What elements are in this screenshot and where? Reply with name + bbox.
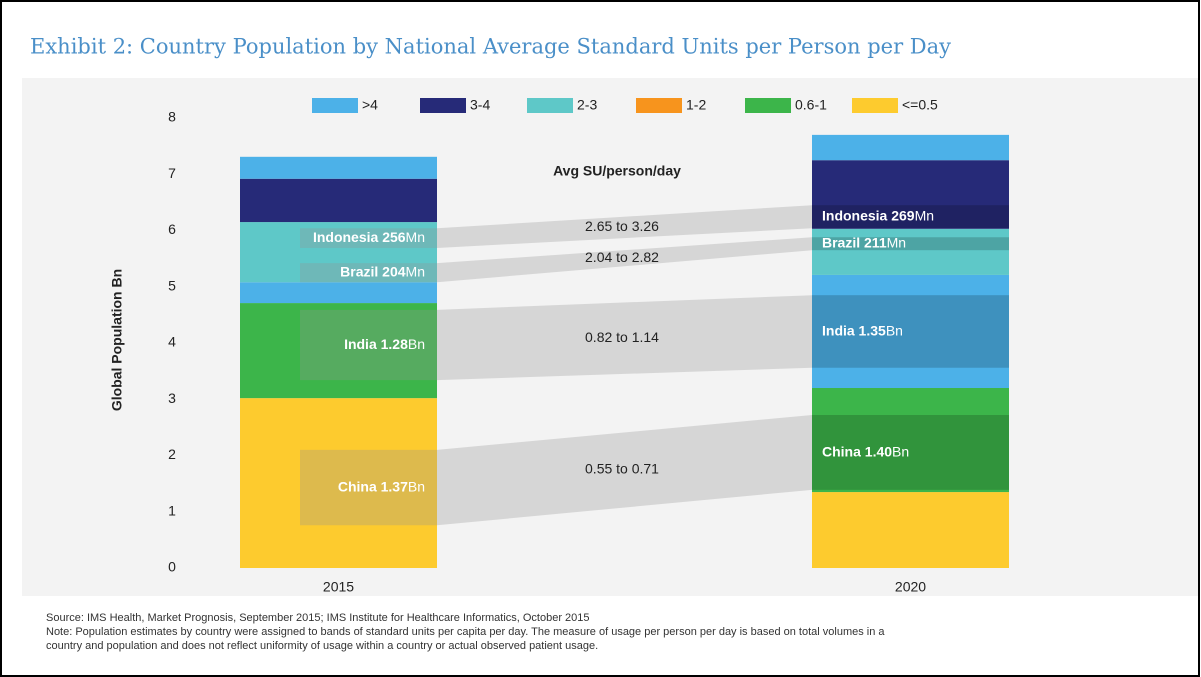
country-name: Brazil 204 — [340, 263, 406, 279]
legend-label: <=0.5 — [902, 97, 938, 113]
country-shade — [812, 237, 1009, 251]
y-tick-label: 0 — [168, 559, 176, 575]
legend-label: 0.6-1 — [795, 97, 827, 113]
country-unit: Bn — [892, 443, 909, 459]
bar-segment — [240, 398, 437, 568]
range-label: 0.82 to 1.14 — [585, 329, 659, 345]
country-unit: Bn — [408, 336, 425, 352]
country-name: China 1.40 — [822, 443, 892, 459]
y-tick-label: 6 — [168, 221, 176, 237]
legend-swatch — [527, 98, 573, 113]
y-axis-label: Global Population Bn — [109, 269, 125, 411]
legend-label: 3-4 — [470, 97, 490, 113]
legend-swatch — [312, 98, 358, 113]
country-name: India 1.28 — [344, 336, 408, 352]
country-unit: Mn — [406, 263, 425, 279]
bar-segment — [240, 303, 437, 399]
country-unit: Mn — [406, 229, 425, 245]
country-label: India 1.35Bn — [822, 322, 903, 338]
country-unit: Mn — [887, 234, 906, 250]
bar-segment — [812, 160, 1009, 229]
legend-label: 2-3 — [577, 97, 597, 113]
note: Source: IMS Health, Market Prognosis, Se… — [46, 612, 590, 624]
range-label: 2.04 to 2.82 — [585, 249, 659, 265]
legend-label: 1-2 — [686, 97, 706, 113]
country-unit: Bn — [886, 322, 903, 338]
country-unit: Bn — [408, 478, 425, 494]
country-label: China 1.37Bn — [338, 478, 425, 494]
country-name: China 1.37 — [338, 478, 408, 494]
bar-segment — [812, 492, 1009, 568]
note: Note: Population estimates by country we… — [46, 626, 885, 638]
bar-segment — [240, 282, 437, 304]
bar-segment — [812, 228, 1009, 275]
y-tick-label: 3 — [168, 390, 176, 406]
country-shade — [812, 205, 1009, 229]
y-tick-label: 2 — [168, 446, 176, 462]
x-tick-label: 2015 — [323, 579, 354, 595]
flow-band — [300, 205, 812, 248]
country-label: Indonesia 269Mn — [822, 207, 934, 223]
country-name: Brazil 211 — [822, 234, 887, 250]
country-shade — [812, 295, 1009, 368]
country-name: Indonesia 269 — [822, 207, 915, 223]
flow-band — [300, 295, 812, 381]
bar-segment — [240, 222, 437, 283]
x-tick-label: 2020 — [895, 579, 926, 595]
y-tick-label: 7 — [168, 165, 176, 181]
bar-segment — [812, 274, 1009, 388]
legend-swatch — [636, 98, 682, 113]
bar-segment — [240, 178, 437, 223]
country-unit: Mn — [915, 207, 934, 223]
legend-swatch — [420, 98, 466, 113]
country-label: Brazil 204Mn — [340, 263, 425, 279]
annotation: Avg SU/person/day — [553, 163, 681, 179]
y-tick-label: 8 — [168, 109, 176, 125]
country-shade — [812, 415, 1009, 490]
country-label: India 1.28Bn — [344, 336, 425, 352]
country-name: Indonesia 256 — [313, 229, 406, 245]
y-tick-label: 5 — [168, 277, 176, 293]
y-tick-label: 4 — [168, 334, 176, 350]
bar-segment — [812, 134, 1009, 161]
bar-segment — [812, 388, 1009, 493]
country-label: China 1.40Bn — [822, 443, 909, 459]
flow-band — [300, 237, 812, 283]
country-label: Brazil 211Mn — [822, 234, 906, 250]
country-name: India 1.35 — [822, 322, 886, 338]
bar-segment — [240, 156, 437, 179]
y-tick-label: 1 — [168, 502, 176, 518]
legend-swatch — [745, 98, 791, 113]
range-label: 2.65 to 3.26 — [585, 218, 659, 234]
range-label: 0.55 to 0.71 — [585, 461, 659, 477]
legend-swatch — [852, 98, 898, 113]
chart-title: Exhibit 2: Country Population by Nationa… — [30, 35, 951, 59]
note: country and population and does not refl… — [46, 640, 598, 652]
legend-label: >4 — [362, 97, 378, 113]
flow-band — [300, 415, 812, 526]
country-label: Indonesia 256Mn — [313, 229, 425, 245]
